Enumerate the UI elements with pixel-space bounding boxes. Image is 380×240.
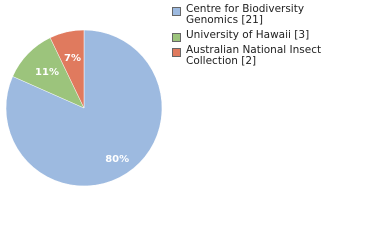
legend-item: Australian National Insect Collection [2… [172,45,322,67]
legend-item: Centre for Biodiversity Genomics [21] [172,4,322,26]
legend-swatch [172,7,181,16]
legend-swatch [172,33,181,42]
legend-swatch [172,48,181,57]
pie-chart: 80% 11% 7% [5,29,163,187]
legend-label: Australian National Insect Collection [2… [186,44,322,67]
slice-label: 7% [64,53,81,64]
legend-item: University of Hawaii [3] [172,29,322,42]
slice-label: 80% [105,154,129,165]
legend-label: Centre for Biodiversity Genomics [21] [186,3,305,26]
legend-label: University of Hawaii [3] [186,29,310,41]
pie-slice [49,29,85,109]
legend: Centre for Biodiversity Genomics [21] Uni… [172,4,322,71]
slice-label: 11% [35,67,59,78]
